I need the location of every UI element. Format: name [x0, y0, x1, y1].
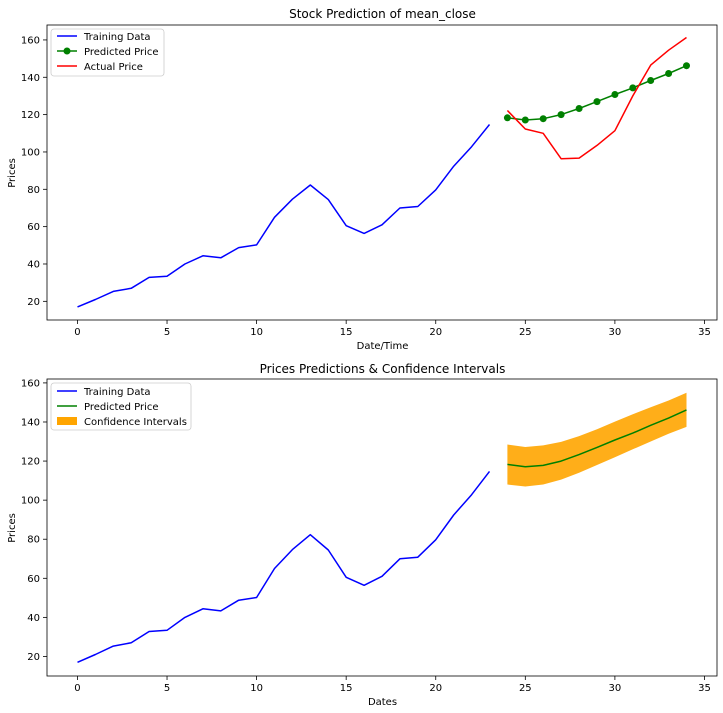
confidence-intervals-chart: Prices Predictions & Confidence Interval… — [7, 362, 718, 708]
y-tick-label: 20 — [27, 652, 40, 663]
x-tick-label: 20 — [429, 683, 442, 694]
y-axis-label: Prices — [7, 158, 18, 188]
legend-box — [50, 28, 165, 77]
data-point-predicted-price — [503, 114, 511, 122]
series-line-actual-price — [506, 36, 687, 160]
x-tick-label: 15 — [340, 327, 353, 338]
y-axis-label: Prices — [7, 513, 18, 543]
x-axis-label: Dates — [368, 697, 397, 708]
x-tick-label: 35 — [698, 683, 711, 694]
y-tick-label: 140 — [21, 417, 40, 428]
data-point-predicted-price — [539, 115, 547, 123]
x-tick-label: 15 — [340, 683, 353, 694]
y-tick-label: 160 — [21, 35, 40, 46]
data-point-predicted-price — [575, 105, 583, 112]
plot-frame — [46, 378, 718, 677]
x-tick-label: 25 — [519, 327, 532, 338]
y-tick-label: 100 — [21, 147, 40, 158]
series-line-training-data — [77, 470, 491, 663]
y-tick-label: 100 — [21, 496, 40, 507]
data-point-predicted-price — [629, 84, 637, 92]
y-tick-label: 80 — [27, 535, 40, 546]
legend-label-training-data: Training Data — [83, 387, 151, 398]
legend: Training Data Predicted Price Actual Pri… — [50, 28, 165, 77]
legend-marker-predicted-price — [63, 47, 71, 55]
y-tick-label: 120 — [21, 110, 40, 121]
y-tick-label: 60 — [27, 222, 40, 233]
data-point-predicted-price — [557, 111, 565, 119]
legend-label-predicted-price: Predicted Price — [84, 47, 159, 58]
legend-label-predicted-price: Predicted Price — [84, 402, 159, 413]
y-tick-label: 120 — [21, 457, 40, 468]
legend-label-confidence-intervals: Confidence Intervals — [84, 417, 187, 428]
x-axis-label: Date/Time — [357, 341, 409, 352]
y-tick-label: 20 — [27, 297, 40, 308]
data-point-predicted-price — [665, 70, 673, 77]
legend-label-actual-price: Actual Price — [84, 62, 143, 73]
y-tick-label: 40 — [27, 613, 40, 624]
legend-swatch-confidence-intervals — [57, 417, 77, 425]
x-tick-label: 10 — [250, 327, 263, 338]
x-tick-label: 30 — [609, 683, 622, 694]
data-point-predicted-price — [647, 77, 655, 84]
x-tick-label: 35 — [698, 327, 711, 338]
plot-frame — [46, 24, 718, 321]
x-tick-label: 0 — [74, 683, 80, 694]
data-point-predicted-price — [683, 62, 690, 70]
x-tick-label: 10 — [250, 683, 263, 694]
y-tick-label: 40 — [27, 259, 40, 270]
legend-label-training-data: Training Data — [83, 32, 151, 43]
data-point-predicted-price — [593, 98, 601, 106]
legend: Training Data Predicted Price Confidence… — [50, 382, 192, 431]
x-tick-label: 0 — [74, 327, 80, 338]
x-tick-label: 5 — [164, 327, 170, 338]
data-point-predicted-price — [521, 116, 529, 124]
y-tick-label: 160 — [21, 378, 40, 389]
y-tick-label: 60 — [27, 574, 40, 585]
x-tick-label: 30 — [609, 327, 622, 338]
chart-title: Prices Predictions & Confidence Interval… — [260, 362, 506, 376]
chart-title: Stock Prediction of mean_close — [289, 7, 476, 21]
data-point-predicted-price — [611, 91, 619, 98]
x-tick-label: 5 — [164, 683, 170, 694]
x-tick-label: 25 — [519, 683, 532, 694]
legend-box — [50, 382, 192, 431]
series-line-predicted-price — [507, 409, 687, 468]
y-tick-label: 140 — [21, 73, 40, 84]
stock-prediction-chart: Stock Prediction of mean_close Date/Time… — [7, 7, 718, 352]
x-tick-label: 20 — [429, 327, 442, 338]
y-tick-label: 80 — [27, 185, 40, 196]
series-line-training-data — [77, 124, 491, 308]
